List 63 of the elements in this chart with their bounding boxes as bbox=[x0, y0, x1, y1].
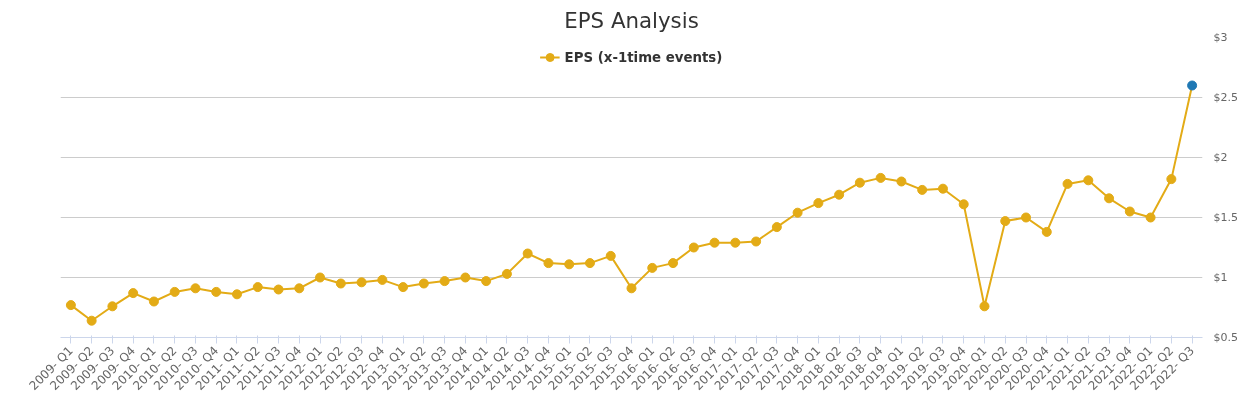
point bbox=[584, 258, 595, 269]
point bbox=[958, 199, 969, 210]
point bbox=[792, 207, 803, 218]
y-tick-label: $3 bbox=[1213, 31, 1228, 44]
point bbox=[252, 282, 263, 293]
point bbox=[501, 268, 512, 279]
y-tick-label: $1.5 bbox=[1213, 211, 1238, 224]
point bbox=[647, 262, 658, 273]
point bbox=[979, 301, 990, 312]
point bbox=[564, 259, 575, 270]
point bbox=[626, 283, 637, 294]
y-tick-label: $0.5 bbox=[1213, 331, 1238, 344]
point bbox=[1145, 212, 1156, 223]
point bbox=[771, 222, 782, 233]
point bbox=[543, 258, 554, 269]
point bbox=[86, 315, 97, 326]
point bbox=[439, 276, 450, 287]
point bbox=[148, 296, 159, 307]
point bbox=[398, 282, 409, 293]
point bbox=[335, 278, 346, 289]
point bbox=[1104, 193, 1115, 204]
point bbox=[65, 300, 76, 311]
point bbox=[128, 288, 139, 299]
point bbox=[605, 250, 616, 261]
point bbox=[481, 276, 492, 287]
point bbox=[273, 284, 284, 295]
chart-title: EPS Analysis bbox=[564, 7, 699, 33]
point bbox=[190, 283, 201, 294]
point bbox=[1166, 174, 1177, 185]
point bbox=[294, 283, 305, 294]
point bbox=[231, 289, 242, 300]
point bbox=[211, 286, 222, 297]
point bbox=[107, 301, 118, 312]
y-tick-label: $2 bbox=[1213, 151, 1228, 164]
point bbox=[1041, 226, 1052, 237]
point bbox=[854, 177, 865, 188]
point bbox=[751, 236, 762, 247]
point bbox=[1187, 80, 1198, 91]
point bbox=[917, 184, 928, 195]
point bbox=[730, 237, 741, 248]
point bbox=[356, 277, 367, 288]
y-tick-label: $2.5 bbox=[1213, 91, 1238, 104]
point bbox=[937, 183, 948, 194]
point bbox=[315, 272, 326, 283]
point bbox=[418, 278, 429, 289]
point bbox=[1124, 206, 1135, 217]
point bbox=[709, 237, 720, 248]
y-tick-label: $1 bbox=[1213, 271, 1228, 284]
point bbox=[875, 172, 886, 183]
point bbox=[668, 258, 679, 269]
point bbox=[688, 242, 699, 253]
point bbox=[834, 189, 845, 200]
point bbox=[1021, 212, 1032, 223]
legend-label: EPS (x-1time events) bbox=[564, 49, 723, 65]
point bbox=[1000, 216, 1011, 227]
point bbox=[169, 286, 180, 297]
point bbox=[460, 272, 471, 283]
point bbox=[1083, 175, 1094, 186]
point bbox=[1062, 178, 1073, 189]
point bbox=[813, 198, 824, 209]
point bbox=[377, 274, 388, 285]
point bbox=[522, 248, 533, 259]
point bbox=[896, 176, 907, 187]
